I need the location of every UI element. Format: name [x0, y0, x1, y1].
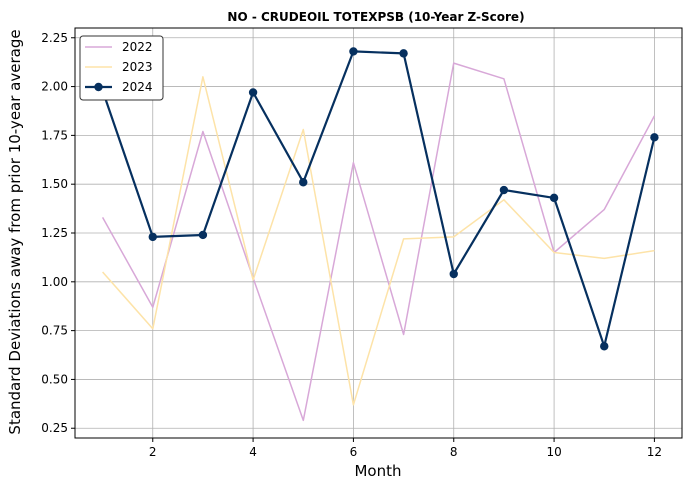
series-line-2024 [101, 50, 656, 348]
series-point-2024 [198, 230, 208, 240]
series-point-2024 [399, 49, 408, 58]
x-tick-label: 10 [546, 445, 561, 459]
y-tick-label: 1.25 [41, 226, 68, 240]
y-axis-label: Standard Deviations away from prior 10-y… [6, 29, 24, 434]
x-tick-label: 12 [647, 445, 662, 459]
legend-label-2022: 2022 [122, 40, 153, 54]
series-line-2023 [102, 76, 655, 406]
series-point-2024 [549, 193, 559, 203]
series-layer [98, 47, 659, 422]
y-tick-label: 0.50 [41, 372, 68, 386]
x-tick-label: 6 [350, 445, 358, 459]
grid [75, 28, 682, 438]
series-point-2024 [299, 178, 308, 187]
legend-label-2023: 2023 [122, 60, 153, 74]
legend-label-2024: 2024 [122, 80, 153, 94]
x-tick-label: 4 [249, 445, 257, 459]
x-tick-label: 8 [450, 445, 458, 459]
x-axis: 2 4 6 8 10 12 [149, 438, 662, 459]
chart-title: NO - CRUDEOIL TOTEXPSB (10-Year Z-Score) [227, 10, 524, 24]
legend-marker-2024 [94, 82, 103, 92]
x-tick-label: 2 [149, 445, 157, 459]
series-point-2024 [248, 88, 258, 97]
y-tick-label: 1.75 [41, 128, 68, 142]
y-axis: 0.25 0.50 0.75 1.00 1.25 1.50 1.75 2.00 2.25 [41, 31, 75, 435]
series-point-2024 [349, 47, 358, 56]
series-line-2022 [101, 62, 656, 422]
legend: 2022 2023 2024 [79, 35, 164, 101]
series-point-2024 [650, 133, 659, 142]
series-point-2024 [600, 342, 609, 351]
series-point-2024 [449, 269, 458, 279]
y-tick-label: 2.00 [41, 80, 68, 94]
series-point-2024 [499, 185, 509, 195]
y-tick-label: 1.50 [41, 177, 68, 191]
y-tick-label: 1.00 [41, 275, 68, 289]
y-tick-label: 0.75 [41, 324, 68, 338]
y-tick-label: 0.25 [41, 421, 68, 435]
x-axis-label: Month [354, 462, 401, 480]
series-point-2024 [148, 232, 157, 242]
y-tick-label: 2.25 [41, 31, 68, 45]
